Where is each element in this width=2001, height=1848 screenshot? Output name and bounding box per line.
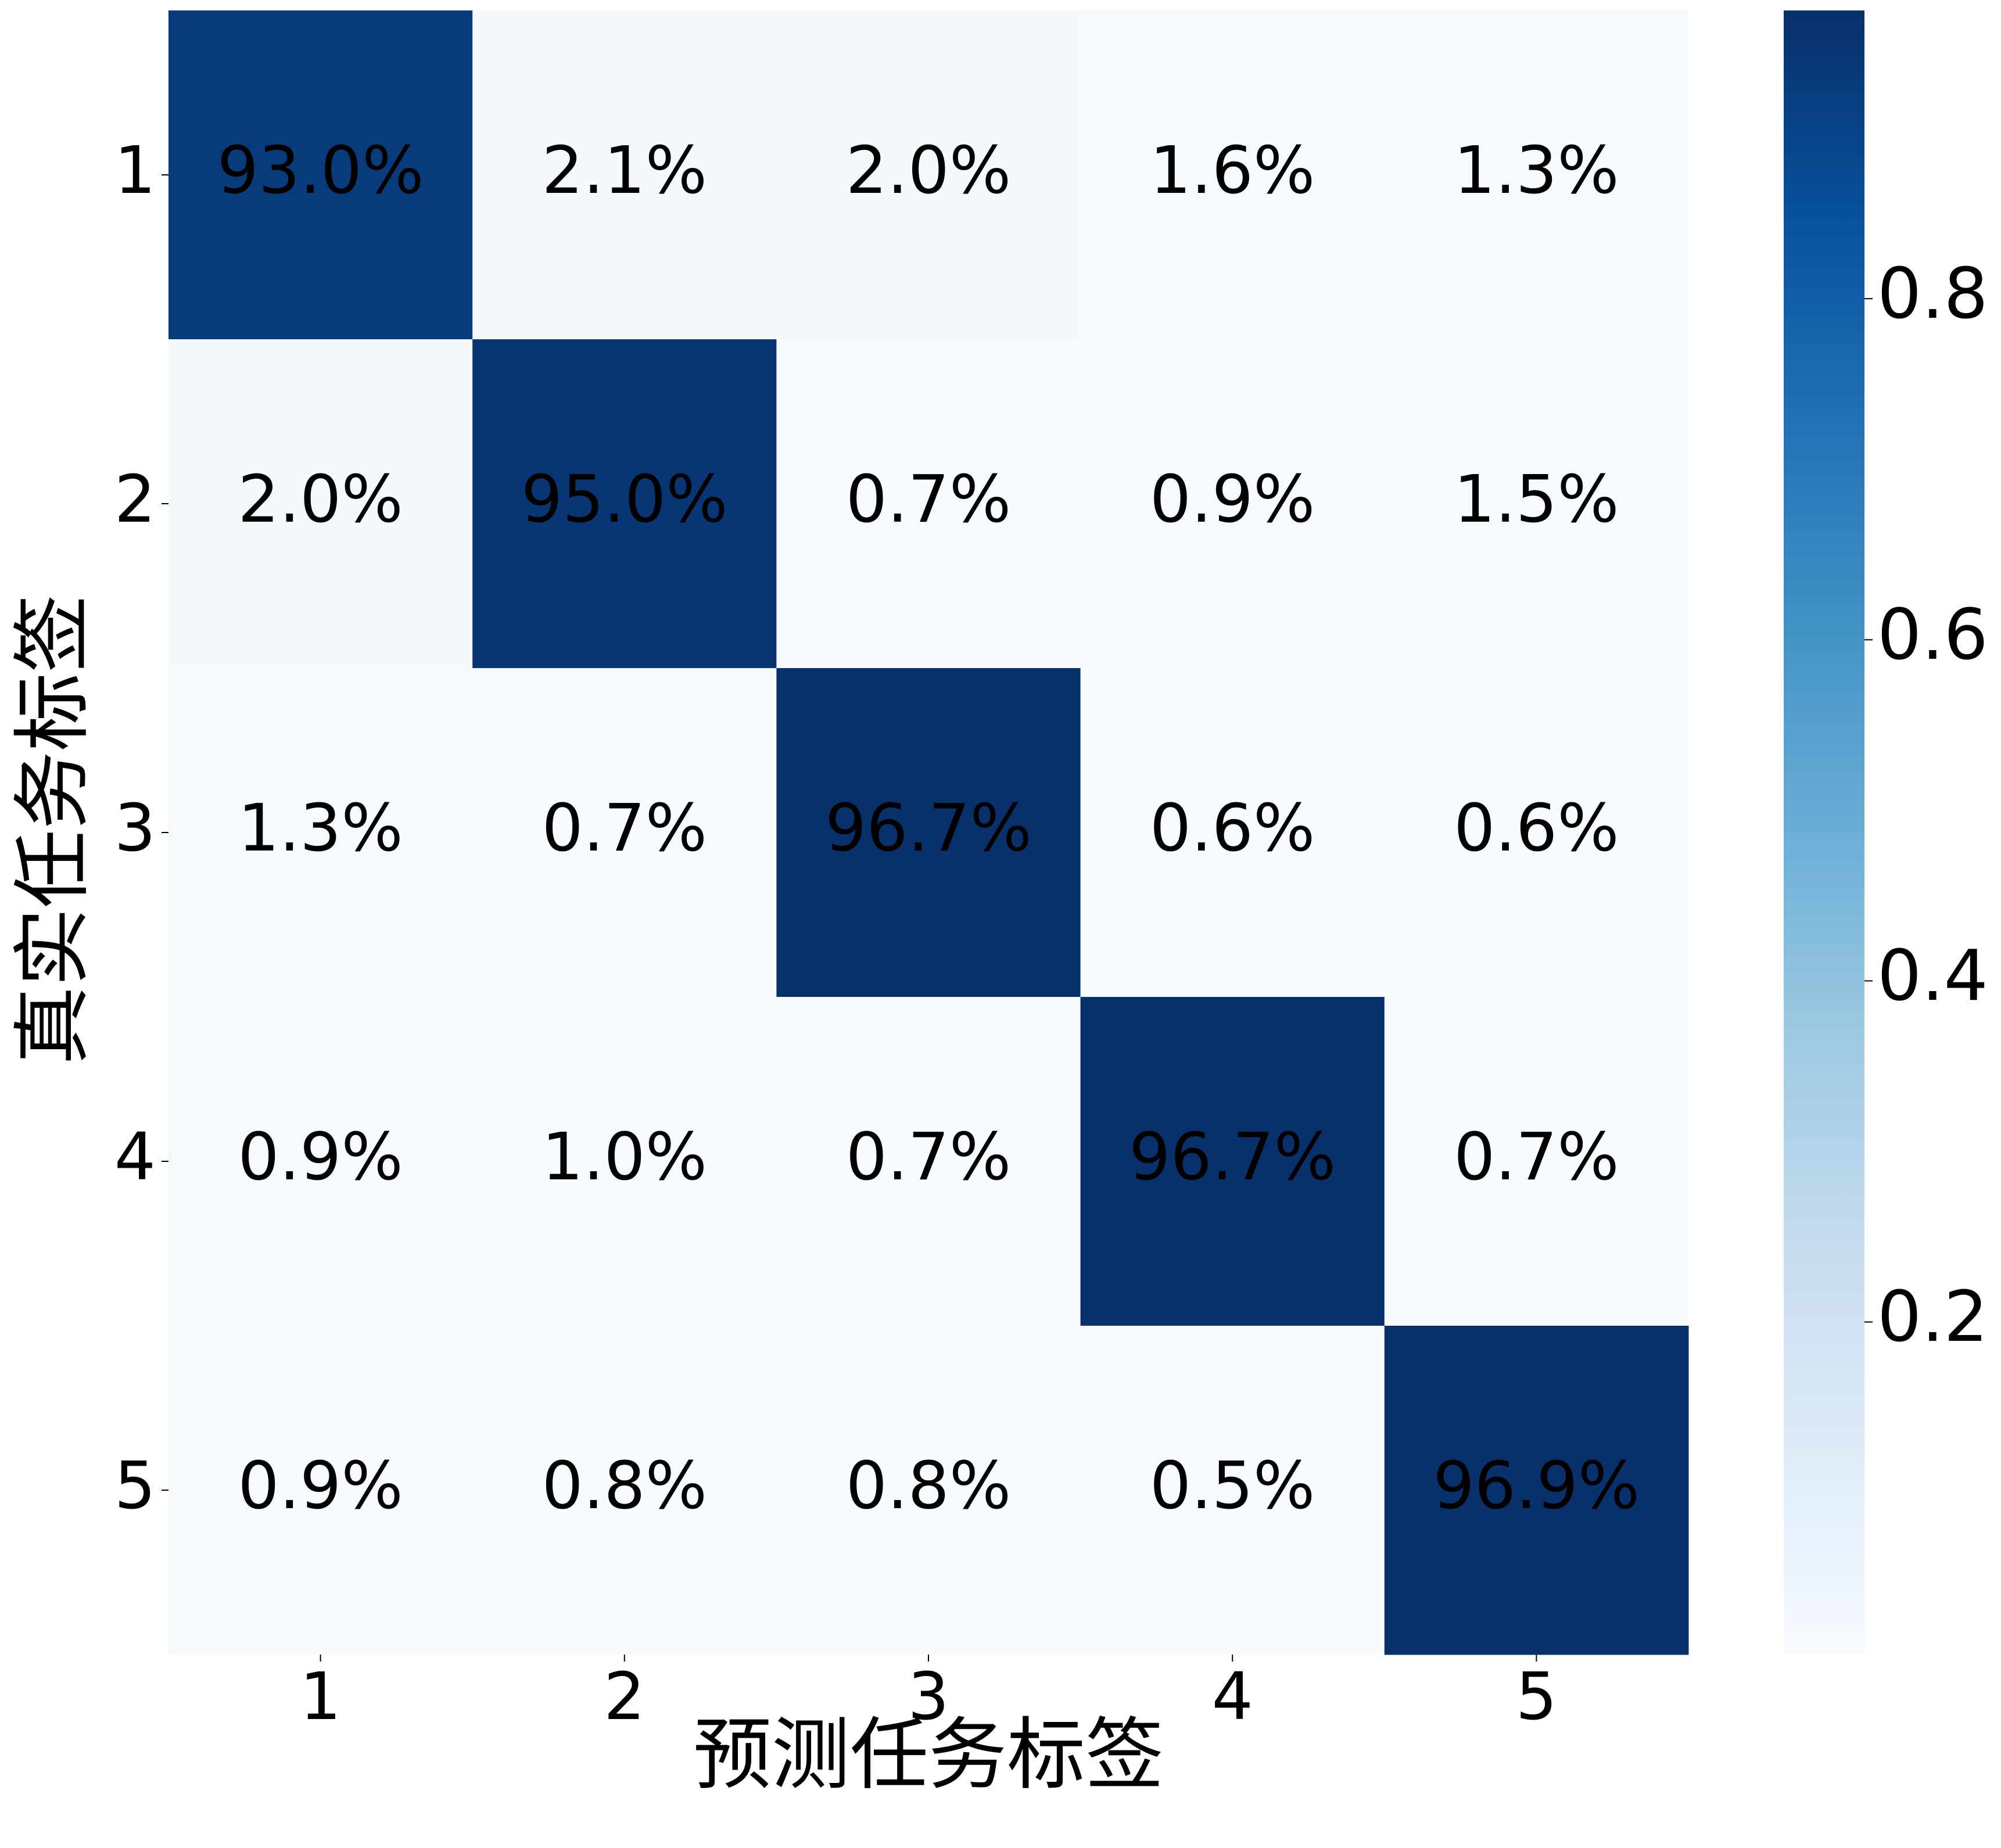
cell — [1384, 997, 1689, 1326]
colorbar-tick-label: 0.2 — [1877, 1277, 1988, 1358]
cell — [1080, 339, 1385, 669]
cell — [168, 997, 473, 1326]
cell — [472, 997, 777, 1326]
cell — [1384, 668, 1689, 997]
y-axis-title: 真实任务标签 — [7, 594, 98, 1065]
colorbar-tick-label: 0.6 — [1877, 595, 1988, 676]
cell — [472, 668, 777, 997]
cell-label: 2.0% — [846, 133, 1012, 209]
cell-label: 0.9% — [238, 1119, 403, 1195]
x-tick-label: 4 — [1212, 1659, 1253, 1735]
cell-label: 1.3% — [238, 791, 403, 866]
x-tick-label: 2 — [604, 1659, 645, 1735]
y-tick-label: 3 — [114, 791, 156, 866]
cell-label: 96.7% — [825, 791, 1032, 866]
cell-label: 0.7% — [1454, 1119, 1619, 1195]
y-tick-label: 5 — [114, 1448, 156, 1524]
x-tick-label: 5 — [1516, 1659, 1557, 1735]
cell-label: 1.6% — [1150, 133, 1315, 209]
cell-label: 1.5% — [1454, 462, 1619, 537]
cell — [168, 1326, 473, 1655]
cell — [1080, 668, 1385, 997]
cell-label: 0.9% — [238, 1448, 403, 1524]
colorbar — [1784, 10, 1864, 1655]
x-tick-label: 1 — [300, 1659, 341, 1735]
cell-label: 1.3% — [1454, 133, 1619, 209]
cell-label: 0.7% — [542, 791, 708, 866]
cell — [776, 997, 1081, 1326]
colorbar-tick-label: 0.4 — [1877, 936, 1988, 1017]
cell — [1384, 10, 1689, 340]
y-tick-label: 2 — [114, 462, 156, 537]
cell — [776, 339, 1081, 669]
cell — [472, 1326, 777, 1655]
cell — [1080, 1326, 1385, 1655]
cell-label: 2.1% — [542, 133, 708, 209]
cell-label: 95.0% — [521, 462, 728, 537]
x-axis-title: 预测任务标签 — [693, 1709, 1164, 1800]
x-tick-label: 3 — [908, 1659, 949, 1735]
cell-label: 96.9% — [1433, 1448, 1640, 1524]
cell-label: 93.0% — [217, 133, 424, 209]
cell — [168, 10, 473, 340]
cell-label: 0.9% — [1150, 462, 1315, 537]
cell-label: 0.7% — [846, 1119, 1012, 1195]
cell — [1384, 1326, 1689, 1655]
cell — [1080, 10, 1385, 340]
y-tick-label: 4 — [114, 1119, 156, 1195]
cell-label: 0.5% — [1150, 1448, 1315, 1524]
colorbar-tick-label: 0.8 — [1877, 254, 1988, 335]
cell-label: 0.7% — [846, 462, 1012, 537]
cell-label: 0.8% — [542, 1448, 708, 1524]
cell — [472, 339, 777, 669]
cell — [168, 668, 473, 997]
cell — [776, 668, 1081, 997]
cell — [168, 339, 473, 669]
y-tick-label: 1 — [114, 133, 156, 209]
cell-label: 1.0% — [542, 1119, 708, 1195]
cell — [1080, 997, 1385, 1326]
cell — [776, 1326, 1081, 1655]
cell — [776, 10, 1081, 340]
cell-label: 0.6% — [1150, 791, 1315, 866]
cell-label: 96.7% — [1129, 1119, 1336, 1195]
cell-label: 2.0% — [238, 462, 403, 537]
cell — [472, 10, 777, 340]
cell — [1384, 339, 1689, 669]
cell-label: 0.8% — [846, 1448, 1012, 1524]
cell-label: 0.6% — [1454, 791, 1619, 866]
